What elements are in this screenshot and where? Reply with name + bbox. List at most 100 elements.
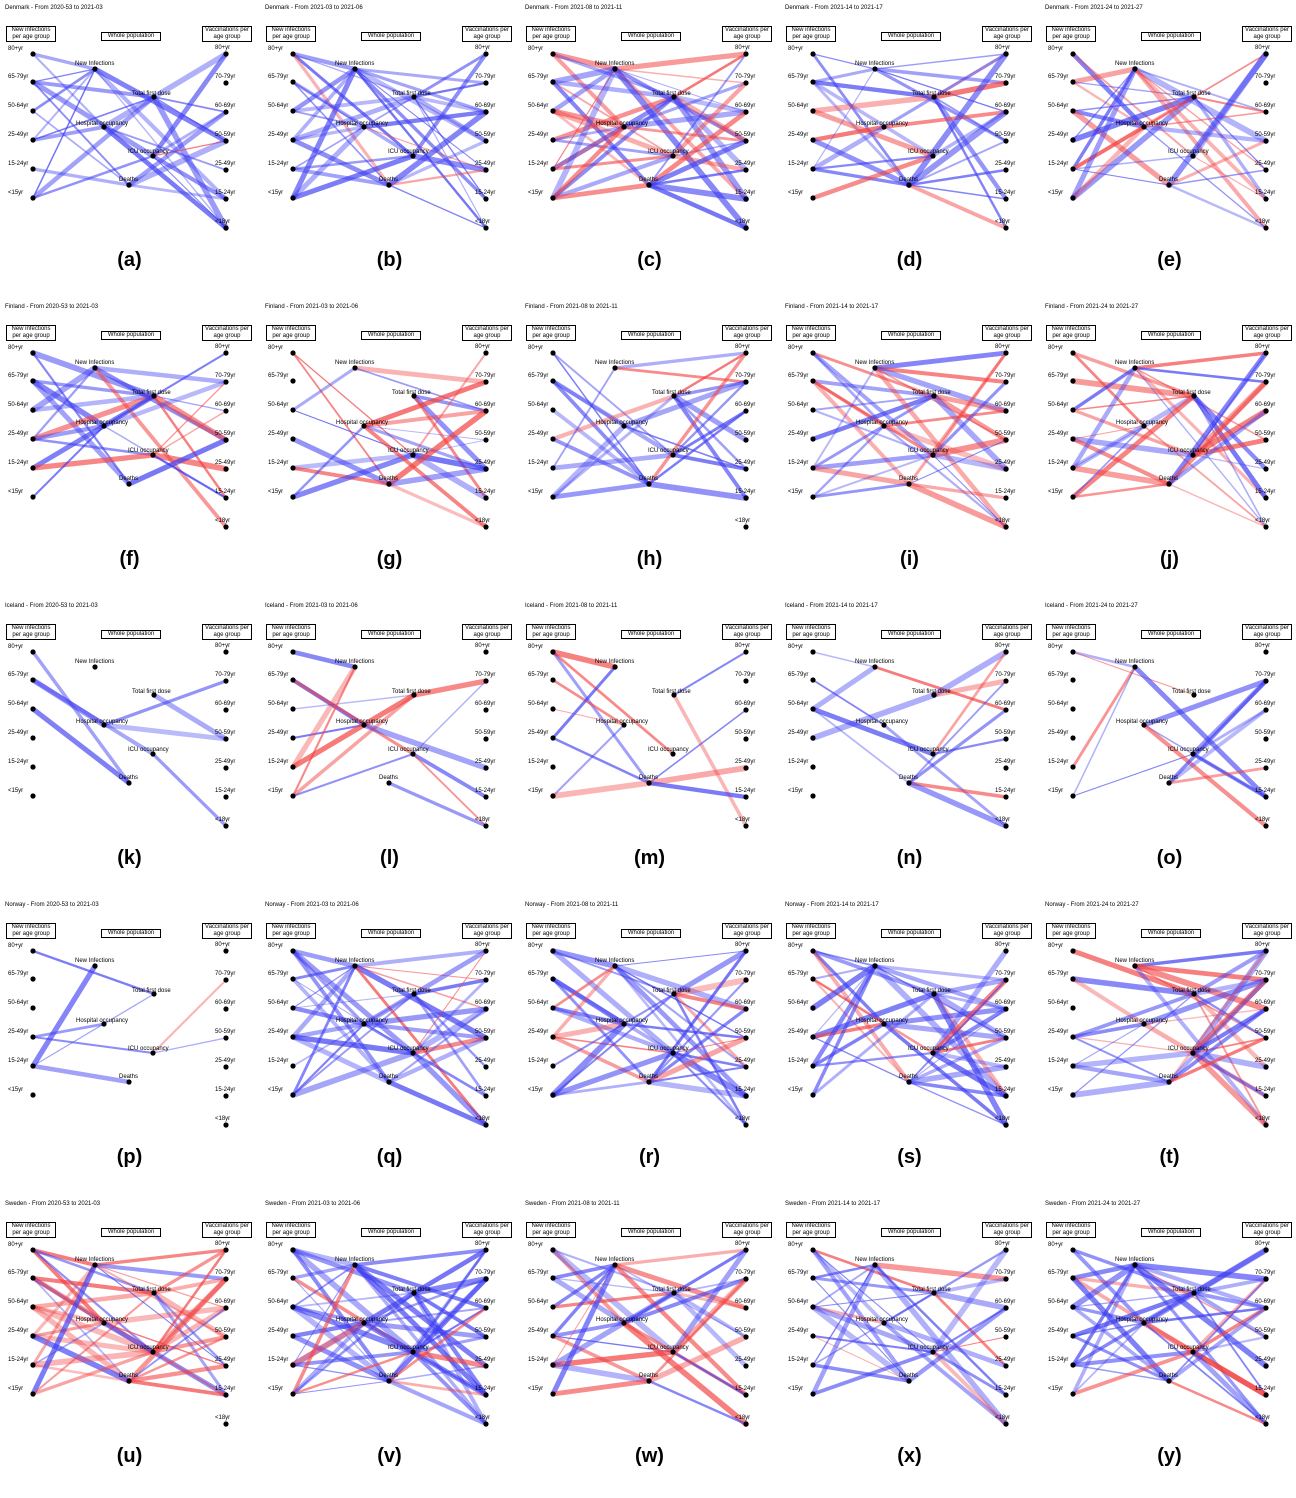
network-node (1003, 1392, 1009, 1398)
left-node-label: 50-64yr (268, 1000, 289, 1006)
network-edge (811, 1263, 877, 1280)
network-edge (1070, 51, 1147, 130)
network-edge (1192, 1037, 1267, 1054)
network-node (483, 1035, 489, 1041)
network-edge (291, 67, 357, 142)
network-node (1070, 1063, 1076, 1069)
network-panel: Norway - From 2021-24 to 2021-27 New infe… (1040, 900, 1296, 1199)
right-node-label: <18yr (475, 219, 491, 225)
network-node (223, 1363, 229, 1369)
panel-title: Norway - From 2021-08 to 2021-11 (525, 902, 619, 908)
network-edge (387, 139, 488, 187)
network-edge (292, 1264, 356, 1308)
middle-node-label: New Infections (595, 360, 635, 366)
left-node-label: 50-64yr (8, 1000, 29, 1006)
left-node-label: 80+yr (268, 46, 284, 52)
network-edge (550, 51, 618, 72)
network-edge (412, 394, 488, 413)
left-node-label: 15-24yr (788, 1357, 809, 1363)
left-node-label: 65-79yr (788, 373, 809, 379)
network-edge (881, 1021, 1009, 1041)
right-node-label: 25-49yr (1255, 1058, 1276, 1064)
right-node-label: <18yr (475, 1116, 491, 1122)
network-edge (931, 977, 1009, 997)
right-node-label: 50-59yr (475, 1328, 496, 1334)
middle-node-label: New Infections (335, 360, 375, 366)
network-node (30, 1005, 36, 1011)
left-node-label: 25-49yr (788, 730, 809, 736)
left-node-label: <15yr (528, 788, 544, 794)
middle-node-label: Hospital occupancy (856, 1317, 909, 1323)
network-edge (1071, 67, 1137, 171)
right-node-label: <18yr (475, 518, 491, 524)
network-edge (1191, 1051, 1268, 1098)
middle-node-label: Deaths (379, 476, 399, 482)
network-edge (810, 393, 937, 442)
right-node-label: <18yr (475, 1415, 491, 1421)
network-node (290, 1391, 296, 1397)
right-node-label: 60-69yr (215, 701, 236, 707)
network-edge (151, 978, 228, 1055)
network-edge (812, 454, 934, 498)
network-edge (126, 109, 229, 188)
middle-node-label: Total first dose (392, 91, 431, 97)
network-edge (647, 1007, 748, 1084)
network-edge (621, 1320, 749, 1427)
middle-node-label: Hospital occupancy (1116, 719, 1169, 725)
right-node-label: <18yr (215, 219, 231, 225)
network-edge (411, 1276, 489, 1296)
right-node-label: 25-49yr (995, 161, 1016, 167)
right-node-label: 15-24yr (215, 788, 236, 794)
network-graph (290, 350, 489, 530)
left-node-label: <15yr (8, 788, 24, 794)
right-node-label: 25-49yr (475, 460, 496, 466)
network-graph (290, 649, 489, 829)
network-edge (290, 137, 392, 188)
left-group-box: New infections per age group (786, 26, 836, 42)
network-node (1070, 1333, 1076, 1339)
network-node (483, 109, 489, 115)
network-node (30, 1092, 36, 1098)
network-edge (101, 1305, 229, 1326)
network-node (1003, 437, 1009, 443)
network-node (101, 1021, 107, 1027)
network-edge (812, 367, 876, 469)
network-node (30, 108, 36, 114)
network-panel: Norway - From 2021-03 to 2021-06 New infe… (260, 900, 519, 1199)
right-group-box: Vaccinations per age group (462, 624, 512, 640)
network-node (361, 124, 367, 130)
network-edge (1070, 976, 1197, 997)
network-node (881, 1320, 887, 1326)
panel-title: Iceland - From 2021-24 to 2021-27 (1045, 603, 1138, 609)
network-edge (30, 1304, 156, 1355)
network-edge (1143, 53, 1267, 128)
right-node-label: 80+yr (215, 45, 231, 51)
network-edge (906, 1064, 1009, 1085)
network-edge (291, 678, 415, 756)
network-edge (1132, 664, 1269, 800)
network-node (906, 182, 912, 188)
network-edge (881, 423, 1009, 472)
network-edge (810, 692, 937, 741)
middle-group-box: Whole population (881, 630, 941, 639)
network-node (1003, 1064, 1009, 1070)
network-edge (811, 1363, 911, 1383)
right-node-label: 50-59yr (735, 1328, 756, 1334)
network-node (361, 1320, 367, 1326)
left-node-label: 15-24yr (788, 161, 809, 167)
middle-node-label: Deaths (1159, 1074, 1179, 1080)
network-edge (672, 394, 748, 500)
network-edge (907, 781, 1008, 799)
network-edge (32, 425, 105, 498)
network-node (30, 764, 36, 770)
network-node (483, 1093, 489, 1099)
network-edge (552, 708, 625, 726)
left-node-label: <15yr (1048, 788, 1064, 794)
network-edge (291, 366, 357, 412)
network-node (1263, 1006, 1269, 1012)
network-node (1263, 707, 1269, 713)
network-edge (810, 465, 912, 487)
network-node (881, 722, 887, 728)
panel-title: Denmark - From 2021-24 to 2021-27 (1045, 5, 1143, 11)
middle-group-box: Whole population (881, 929, 941, 938)
